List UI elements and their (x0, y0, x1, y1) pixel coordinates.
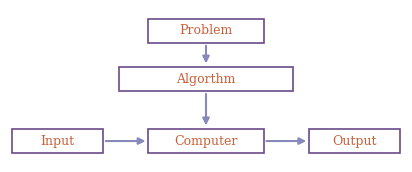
FancyBboxPatch shape (12, 129, 103, 153)
Text: Output: Output (332, 135, 377, 148)
FancyBboxPatch shape (309, 129, 400, 153)
FancyBboxPatch shape (148, 19, 264, 43)
FancyBboxPatch shape (119, 67, 293, 91)
Text: Input: Input (41, 135, 75, 148)
Text: Algorthm: Algorthm (176, 73, 236, 86)
FancyBboxPatch shape (148, 129, 264, 153)
Text: Computer: Computer (174, 135, 238, 148)
Text: Problem: Problem (179, 24, 233, 37)
